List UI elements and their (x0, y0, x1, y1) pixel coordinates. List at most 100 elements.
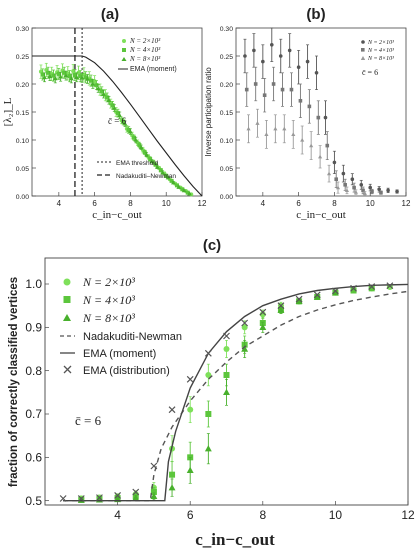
a-series-1-point-21 (153, 162, 158, 167)
a-series-2-point-10 (95, 86, 101, 91)
panel-c-legend-marker-n2 (63, 278, 71, 286)
a-series-1-point-18 (137, 143, 142, 148)
a-series-3-line (32, 55, 203, 197)
c-series-5-point-13 (295, 295, 303, 303)
a-series-2-point-26 (181, 188, 187, 193)
c-xtick-label-4: 12 (401, 508, 415, 522)
a-series-1-point-9 (89, 78, 94, 83)
panel-c-label: (c) (203, 237, 221, 254)
b-series-1-point-4 (280, 87, 285, 92)
a-series-1-point-12 (105, 95, 110, 100)
panel-a-label: (a) (101, 6, 119, 23)
b-series-0-point-0 (243, 54, 247, 58)
panel-a-legend-top: N = 2×10³ N = 4×10³ N = 8×10³ EMA (momen… (118, 37, 177, 73)
a-series-2-point-8 (85, 76, 90, 81)
c-series-5-point-2 (96, 494, 103, 502)
c-series-1-point-7 (205, 411, 212, 417)
panel-a-legend-bottom: EMA threshold Nadakuditi–Newman (97, 160, 176, 180)
c-series-5-point-10 (241, 319, 249, 327)
panel-b-ylabel: Inverse participation ratio (204, 67, 213, 157)
panel-a-ylabel: [λ₂]_L (2, 97, 14, 126)
panel-a-legend-marker-n2 (122, 39, 126, 43)
b-series-1-point-15 (379, 190, 383, 195)
b-series-0-point-7 (305, 59, 310, 64)
a-series-2-point-23 (165, 175, 171, 180)
c-series-5-point-11 (259, 308, 267, 316)
b-series-1-point-12 (352, 185, 356, 190)
panel-a-legend-n2: N = 2×10³ (129, 37, 161, 45)
a-series-0-point-10 (92, 79, 97, 84)
c-series-5-point-3 (114, 492, 122, 499)
a-series-1-point-22 (158, 168, 163, 173)
c-series-5-point-8 (204, 349, 212, 357)
b-series-0-point-3 (269, 43, 274, 47)
b-series-0-point-4 (278, 54, 283, 58)
c-series-2-point-11 (277, 306, 285, 313)
b-series-2-point-6 (300, 137, 305, 142)
panel-b-plot (243, 27, 399, 196)
panel-c-legend: N = 2×10³ N = 4×10³ N = 8×10³ Nadakuditi… (60, 275, 182, 377)
panel-c-plot (59, 282, 409, 503)
a-series-2-point-25 (176, 184, 182, 189)
panel-c-legend-n2: N = 2×10³ (82, 275, 135, 289)
a-xtick-label-1: 6 (92, 199, 97, 208)
a-series-2-point-4 (63, 73, 69, 78)
c-series-2-point-5 (168, 484, 176, 491)
a-series-2-point-24 (171, 180, 176, 185)
panel-a-legend-n4: N = 4×10³ (129, 46, 161, 54)
panel-c-frame (44, 257, 409, 506)
panel-b-legend: N = 2×10³ N = 4×10³ N = 8×10³ (360, 40, 394, 62)
b-xtick-label-4: 12 (402, 199, 411, 208)
b-series-2-point-9 (326, 171, 332, 176)
a-series-1-point-17 (132, 135, 136, 140)
a-series-2-point-1 (47, 73, 53, 78)
panel-b-legend-n2: N = 2×10³ (367, 40, 394, 46)
b-xtick-label-0: 4 (261, 199, 266, 208)
a-series-2-point-7 (79, 75, 85, 80)
b-series-2-point-12 (353, 189, 358, 194)
a-series-1-point-26 (180, 187, 185, 192)
c-xtick-label-0: 4 (114, 508, 121, 522)
a-xtick-label-0: 4 (57, 199, 62, 208)
a-series-2-point-11 (101, 91, 106, 96)
a-series-2-point-0 (42, 74, 47, 80)
c-series-5-point-14 (313, 291, 321, 299)
a-series-2-point-6 (74, 74, 80, 80)
b-ytick-label-6: 0.30 (220, 26, 233, 33)
b-ytick-label-1: 0.05 (220, 166, 233, 173)
a-series-2-point-14 (117, 112, 122, 118)
a-ytick-label-2: 0.10 (16, 138, 29, 145)
a-series-1-point-4 (62, 70, 67, 75)
c-series-2-point-4 (150, 492, 158, 500)
b-series-0-point-16 (386, 188, 390, 193)
b-series-2-point-8 (318, 154, 323, 159)
a-series-1-point-2 (51, 73, 56, 78)
b-series-1-point-11 (343, 183, 347, 187)
c-ytick-label-0: 0.5 (25, 494, 42, 508)
b-ytick-label-4: 0.20 (220, 82, 233, 89)
a-series-2-point-9 (90, 81, 96, 86)
b-series-0-point-11 (341, 171, 346, 176)
b-series-1-point-6 (298, 99, 303, 103)
panel-c-legend-nn: Nadakuditi-Newman (83, 331, 182, 343)
c-ytick-label-4: 0.9 (25, 321, 42, 335)
b-series-0-point-6 (296, 65, 301, 69)
b-series-1-point-13 (361, 188, 365, 193)
b-series-0-point-1 (252, 48, 256, 53)
b-series-0-point-9 (323, 115, 328, 120)
a-xtick-label-3: 10 (162, 199, 171, 208)
c-series-2-point-14 (331, 289, 339, 296)
b-series-2-point-13 (362, 191, 367, 195)
c-series-5-point-5 (150, 462, 158, 470)
b-xtick-label-1: 6 (296, 199, 301, 208)
b-series-2-point-0 (246, 126, 251, 131)
c-series-2-point-6 (186, 466, 194, 474)
a-series-1-point-8 (83, 75, 88, 80)
panel-b-annotation: c̄ = 6 (362, 68, 378, 77)
a-series-2-point-13 (112, 105, 117, 110)
b-series-0-point-14 (368, 185, 373, 190)
a-series-1-point-16 (126, 127, 131, 132)
a-ytick-label-6: 0.30 (16, 26, 29, 33)
panel-a-legend-n8: N = 8×10³ (129, 55, 161, 63)
